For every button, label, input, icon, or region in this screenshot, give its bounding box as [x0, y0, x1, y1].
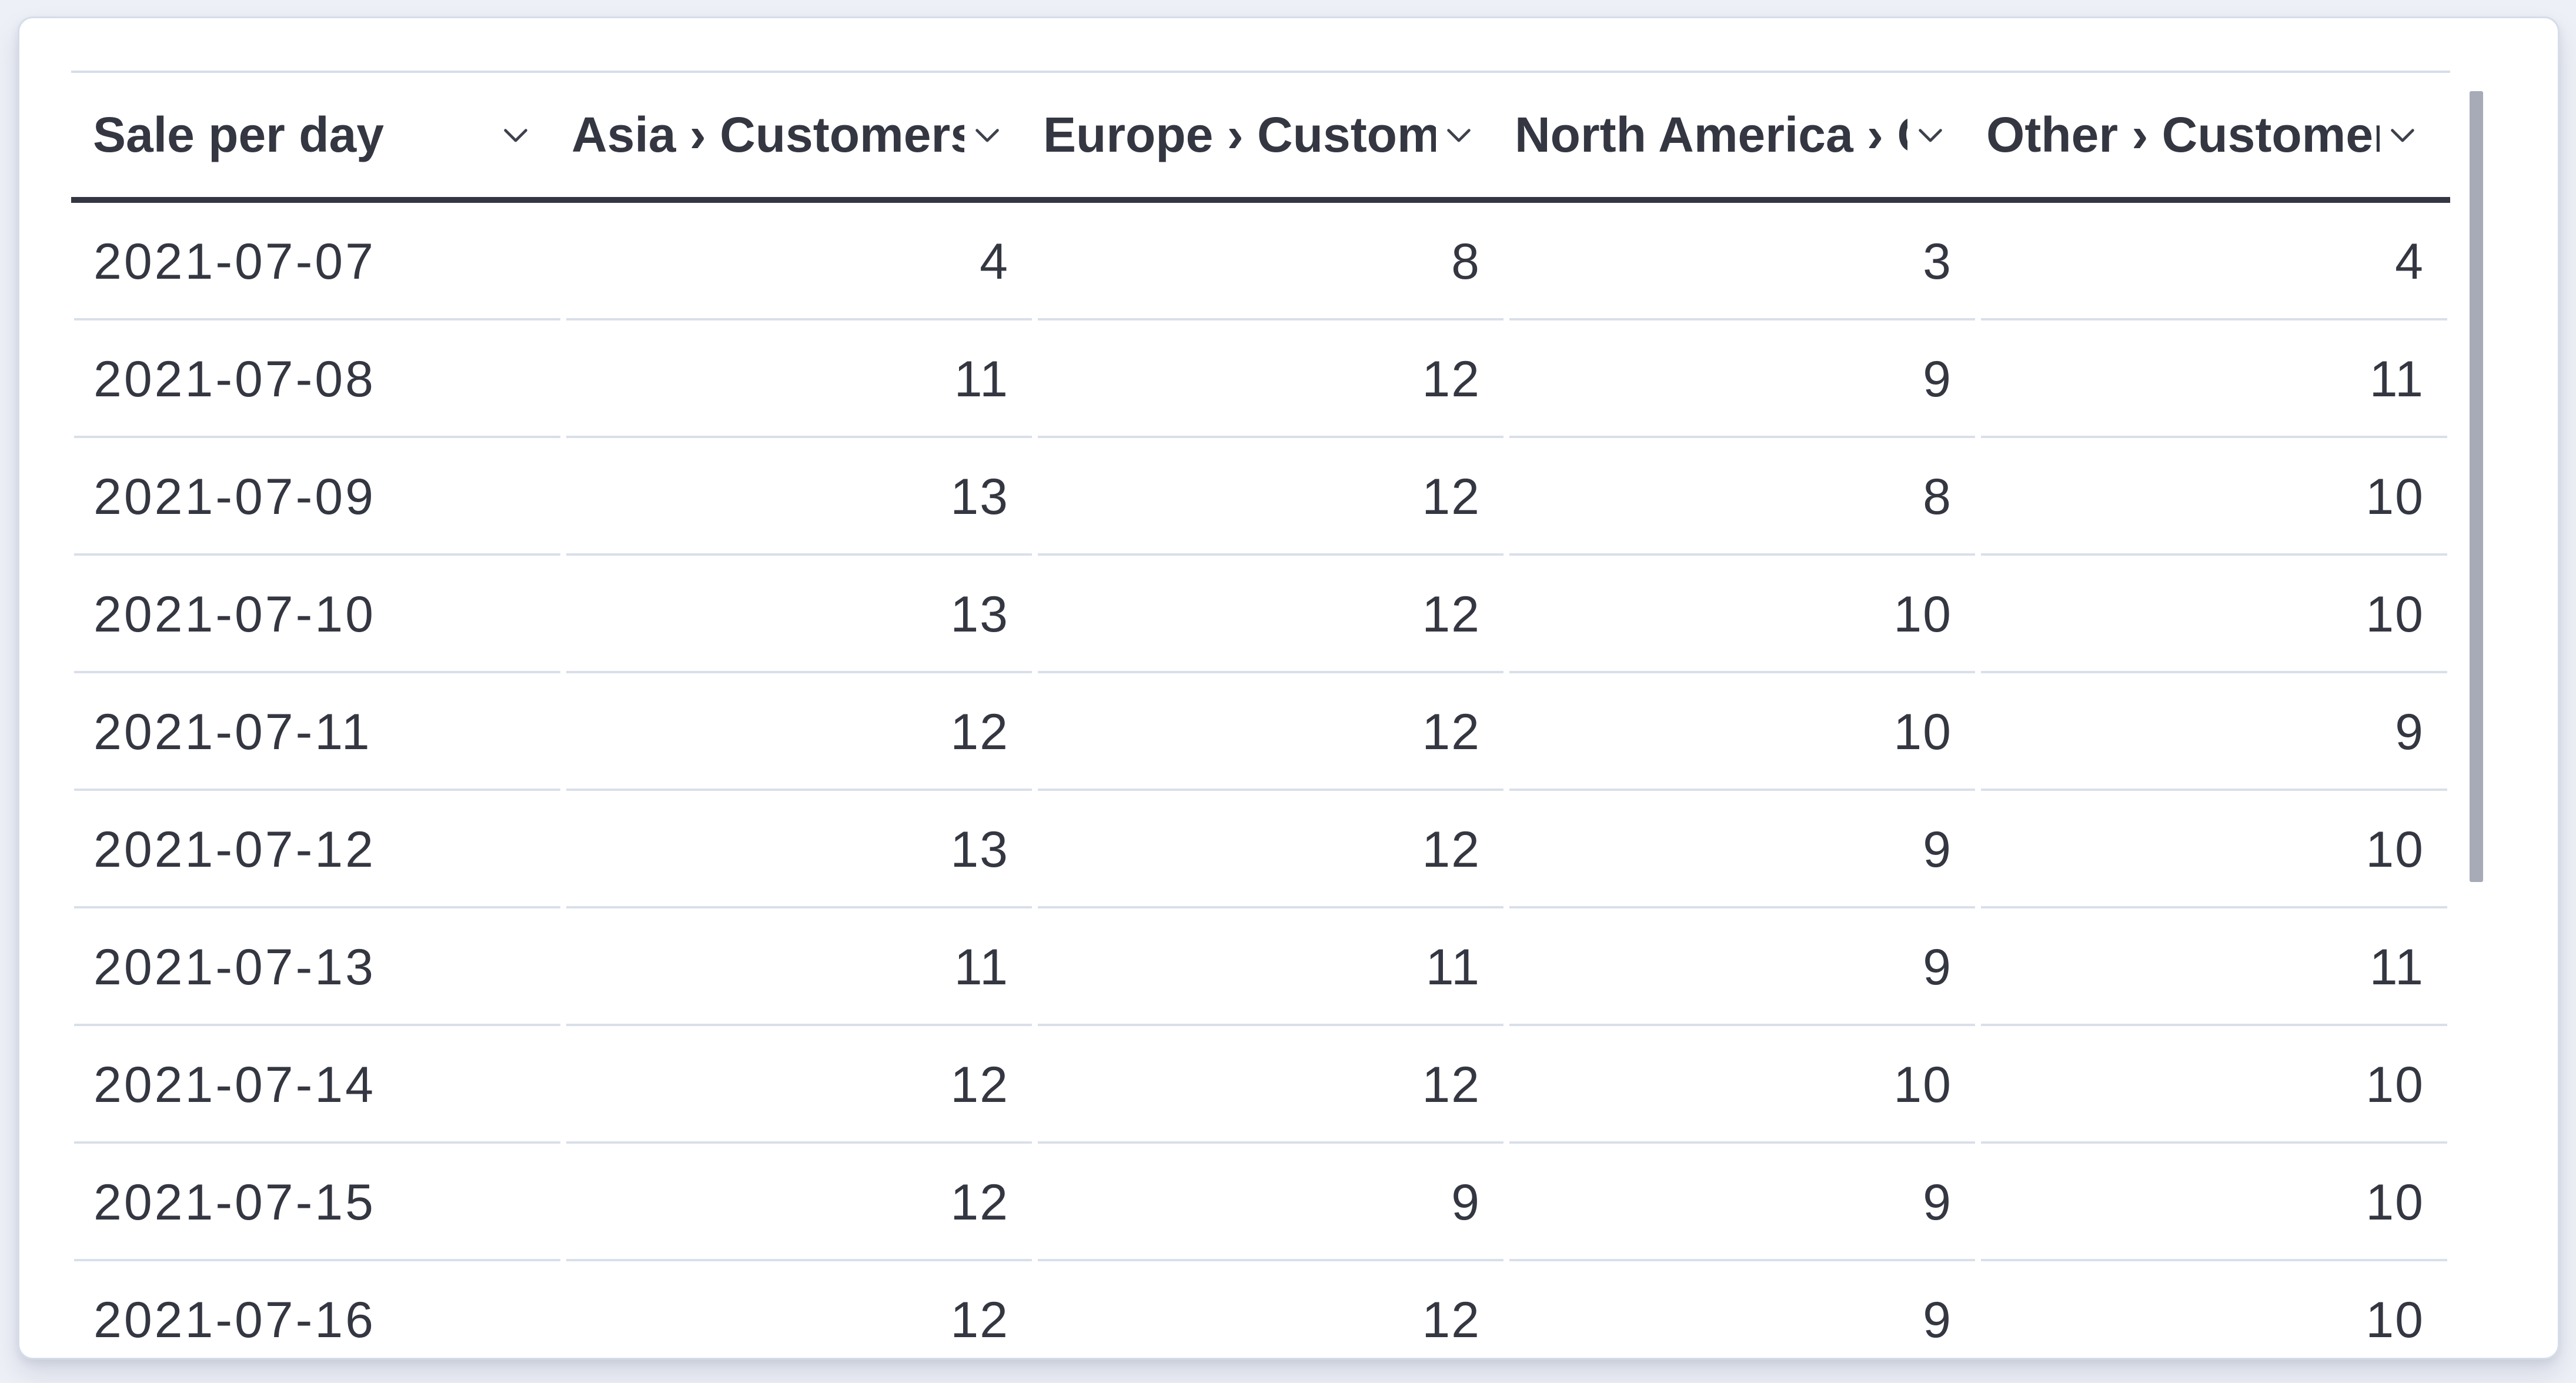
table-body: 2021-07-07 4 8 3 4 2021-07-08 11 12 9 11 2021-07-0… — [71, 203, 2450, 1348]
cell-north-america[interactable]: 9 — [1506, 1144, 1978, 1261]
cell-north-america[interactable]: 8 — [1506, 438, 1978, 556]
cell-europe[interactable]: 12 — [1035, 556, 1506, 673]
chevron-down-icon[interactable] — [499, 118, 533, 152]
cell-europe[interactable]: 12 — [1035, 791, 1506, 908]
cell-north-america[interactable]: 10 — [1506, 1026, 1978, 1144]
table-row: 2021-07-11 12 12 10 9 — [71, 673, 2450, 791]
table-row: 2021-07-13 11 11 9 11 — [71, 908, 2450, 1026]
table-row: 2021-07-12 13 12 9 10 — [71, 791, 2450, 908]
column-header-label: Europe › Customers — [1043, 107, 1436, 162]
column-header-label: Other › Customers — [1986, 107, 2380, 162]
cell-date[interactable]: 2021-07-14 — [71, 1026, 563, 1144]
column-header-label: North America › Customers — [1515, 107, 1907, 162]
cell-asia[interactable]: 13 — [563, 556, 1035, 673]
cell-date[interactable]: 2021-07-08 — [71, 320, 563, 438]
cell-north-america[interactable]: 9 — [1506, 1261, 1978, 1348]
cell-asia[interactable]: 12 — [563, 673, 1035, 791]
cell-date[interactable]: 2021-07-10 — [71, 556, 563, 673]
cell-europe[interactable]: 9 — [1035, 1144, 1506, 1261]
cell-europe[interactable]: 12 — [1035, 673, 1506, 791]
cell-north-america[interactable]: 9 — [1506, 791, 1978, 908]
cell-north-america[interactable]: 10 — [1506, 556, 1978, 673]
cell-date[interactable]: 2021-07-09 — [71, 438, 563, 556]
cell-date[interactable]: 2021-07-13 — [71, 908, 563, 1026]
cell-asia[interactable]: 12 — [563, 1026, 1035, 1144]
column-header-date[interactable]: Sale per day — [71, 73, 563, 197]
cell-europe[interactable]: 12 — [1035, 1026, 1506, 1144]
vertical-scrollbar[interactable] — [2470, 91, 2483, 1291]
cell-north-america[interactable]: 3 — [1506, 203, 1978, 320]
cell-other[interactable]: 4 — [1978, 203, 2450, 320]
cell-date[interactable]: 2021-07-07 — [71, 203, 563, 320]
cell-other[interactable]: 10 — [1978, 1144, 2450, 1261]
column-header-europe[interactable]: Europe › Customers — [1035, 73, 1506, 197]
cell-north-america[interactable]: 9 — [1506, 908, 1978, 1026]
cell-other[interactable]: 10 — [1978, 556, 2450, 673]
cell-europe[interactable]: 11 — [1035, 908, 1506, 1026]
table-row: 2021-07-07 4 8 3 4 — [71, 203, 2450, 320]
cell-asia[interactable]: 4 — [563, 203, 1035, 320]
data-grid: Sale per day Asia › Customers Europe › Cus… — [71, 71, 2450, 1348]
cell-asia[interactable]: 11 — [563, 320, 1035, 438]
cell-other[interactable]: 11 — [1978, 908, 2450, 1026]
chevron-down-icon[interactable] — [1442, 118, 1476, 152]
column-header-asia[interactable]: Asia › Customers — [563, 73, 1035, 197]
cell-asia[interactable]: 11 — [563, 908, 1035, 1026]
column-header-other[interactable]: Other › Customers — [1978, 73, 2450, 197]
column-header-north-america[interactable]: North America › Customers — [1506, 73, 1978, 197]
cell-date[interactable]: 2021-07-15 — [71, 1144, 563, 1261]
table-row: 2021-07-10 13 12 10 10 — [71, 556, 2450, 673]
column-header-label: Asia › Customers — [572, 107, 964, 162]
cell-north-america[interactable]: 9 — [1506, 320, 1978, 438]
cell-other[interactable]: 11 — [1978, 320, 2450, 438]
cell-asia[interactable]: 12 — [563, 1144, 1035, 1261]
cell-other[interactable]: 9 — [1978, 673, 2450, 791]
cell-other[interactable]: 10 — [1978, 1026, 2450, 1144]
cell-europe[interactable]: 12 — [1035, 438, 1506, 556]
cell-asia[interactable]: 12 — [563, 1261, 1035, 1348]
cell-other[interactable]: 10 — [1978, 791, 2450, 908]
table-row: 2021-07-15 12 9 9 10 — [71, 1144, 2450, 1261]
cell-europe[interactable]: 12 — [1035, 1261, 1506, 1348]
cell-date[interactable]: 2021-07-16 — [71, 1261, 563, 1348]
cell-asia[interactable]: 13 — [563, 438, 1035, 556]
cell-north-america[interactable]: 10 — [1506, 673, 1978, 791]
table-row: 2021-07-16 12 12 9 10 — [71, 1261, 2450, 1348]
table-row: 2021-07-09 13 12 8 10 — [71, 438, 2450, 556]
table-row: 2021-07-14 12 12 10 10 — [71, 1026, 2450, 1144]
chevron-down-icon[interactable] — [970, 118, 1004, 152]
cell-other[interactable]: 10 — [1978, 1261, 2450, 1348]
cell-asia[interactable]: 13 — [563, 791, 1035, 908]
datatable-panel: Sale per day Asia › Customers Europe › Cus… — [18, 16, 2560, 1359]
table-header-row: Sale per day Asia › Customers Europe › Cus… — [71, 71, 2450, 203]
cell-date[interactable]: 2021-07-11 — [71, 673, 563, 791]
chevron-down-icon[interactable] — [2385, 118, 2420, 152]
cell-europe[interactable]: 12 — [1035, 320, 1506, 438]
scrollbar-thumb[interactable] — [2470, 91, 2483, 882]
table-row: 2021-07-08 11 12 9 11 — [71, 320, 2450, 438]
column-header-label: Sale per day — [93, 107, 384, 162]
cell-date[interactable]: 2021-07-12 — [71, 791, 563, 908]
cell-other[interactable]: 10 — [1978, 438, 2450, 556]
chevron-down-icon[interactable] — [1913, 118, 1947, 152]
cell-europe[interactable]: 8 — [1035, 203, 1506, 320]
